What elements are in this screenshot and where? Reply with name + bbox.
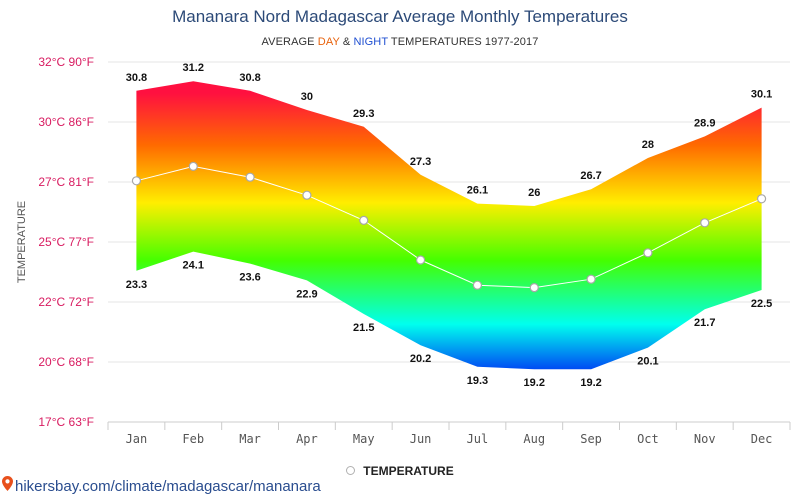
x-tick-label: Apr — [296, 432, 318, 446]
y-axis-labels: 32°C 90°F 30°C 86°F 27°C 81°F 25°C 77°F 22°C… — [38, 55, 94, 429]
x-tick-label: Feb — [182, 432, 204, 446]
chart-title: Mananara Nord Madagascar Average Monthly… — [172, 7, 628, 26]
temperature-point[interactable] — [131, 176, 142, 186]
x-tick-label: Dec — [751, 432, 773, 446]
x-tick-label: Aug — [523, 432, 545, 446]
temperature-point[interactable] — [302, 190, 312, 200]
temperature-point[interactable] — [472, 280, 483, 290]
day-value-label: 28.9 — [694, 117, 715, 129]
night-value-label: 21.7 — [694, 317, 715, 329]
source-link[interactable]: hikersbay.com/climate/madagascar/mananar… — [2, 476, 321, 495]
subtitle-amp: & — [339, 36, 354, 48]
day-value-label: 27.3 — [410, 156, 431, 168]
y-tick-label: 25°C 77°F — [38, 235, 94, 249]
x-tick-label: Mar — [239, 432, 261, 446]
night-value-label: 22.9 — [296, 288, 317, 300]
day-value-label: 30.1 — [751, 89, 772, 101]
day-value-label: 26.1 — [467, 185, 488, 197]
day-value-label: 31.2 — [183, 62, 204, 74]
average-line — [136, 165, 762, 289]
temperature-point[interactable] — [245, 172, 255, 182]
temperature-point[interactable] — [586, 274, 596, 284]
circle-marker-icon — [346, 466, 356, 476]
x-tick-label: May — [353, 432, 375, 446]
y-tick-label: 22°C 72°F — [38, 295, 94, 309]
night-value-label: 19.2 — [580, 377, 601, 389]
y-tick-label: 30°C 86°F — [38, 115, 94, 129]
y-axis-title: TEMPERATURE — [16, 201, 28, 283]
x-tick-label: Jun — [410, 432, 432, 446]
night-value-label: 22.5 — [751, 298, 772, 310]
night-value-label: 23.3 — [126, 279, 147, 291]
subtitle-night: NIGHT — [353, 36, 388, 48]
temperature-point[interactable] — [700, 218, 710, 228]
temperature-point[interactable] — [643, 248, 653, 258]
night-value-label: 23.6 — [239, 272, 260, 284]
day-value-label: 28 — [642, 139, 654, 151]
night-value-label: 19.3 — [467, 375, 488, 387]
day-value-label: 26 — [528, 187, 540, 199]
map-pin-icon — [2, 476, 13, 495]
night-value-label: 21.5 — [353, 322, 374, 334]
chart-subtitle: AVERAGE DAY & NIGHT TEMPERATURES 1977-20… — [0, 36, 800, 48]
subtitle-day: DAY — [317, 36, 340, 48]
chart-legend[interactable]: TEMPERATURE — [0, 464, 800, 478]
temperature-band — [136, 81, 762, 370]
x-tick-label: Oct — [637, 432, 659, 446]
day-value-label: 30.8 — [239, 72, 260, 84]
temperature-point[interactable] — [529, 283, 539, 293]
day-value-label: 30.8 — [126, 72, 147, 84]
y-tick-label: 17°C 63°F — [38, 415, 94, 429]
day-value-label: 26.7 — [580, 170, 601, 182]
legend-label: TEMPERATURE — [363, 464, 454, 478]
night-value-label: 20.2 — [410, 353, 431, 365]
temperature-point[interactable] — [359, 215, 369, 225]
x-tick-label: Nov — [694, 432, 716, 446]
y-tick-label: 32°C 90°F — [38, 55, 94, 69]
night-value-label: 24.1 — [183, 260, 204, 272]
x-tick-label: Jul — [467, 432, 489, 446]
x-tick-label: Sep — [580, 432, 602, 446]
y-tick-label: 20°C 68°F — [38, 355, 94, 369]
source-text: hikersbay.com/climate/madagascar/mananar… — [15, 478, 321, 495]
day-value-label: 30 — [301, 91, 313, 103]
temperature-point[interactable] — [415, 255, 426, 265]
subtitle-suffix: TEMPERATURES 1977-2017 — [387, 36, 539, 48]
night-value-label: 20.1 — [637, 356, 658, 368]
temperature-chart: 32°C 90°F 30°C 86°F 27°C 81°F 25°C 77°F 22°C… — [16, 55, 791, 446]
night-value-label: 19.2 — [524, 377, 545, 389]
y-tick-label: 27°C 81°F — [38, 175, 94, 189]
subtitle-prefix: AVERAGE — [261, 36, 318, 48]
x-tick-label: Jan — [126, 432, 148, 446]
temperature-point[interactable] — [756, 194, 767, 204]
temperature-point[interactable] — [188, 161, 198, 171]
day-value-label: 29.3 — [353, 108, 374, 120]
